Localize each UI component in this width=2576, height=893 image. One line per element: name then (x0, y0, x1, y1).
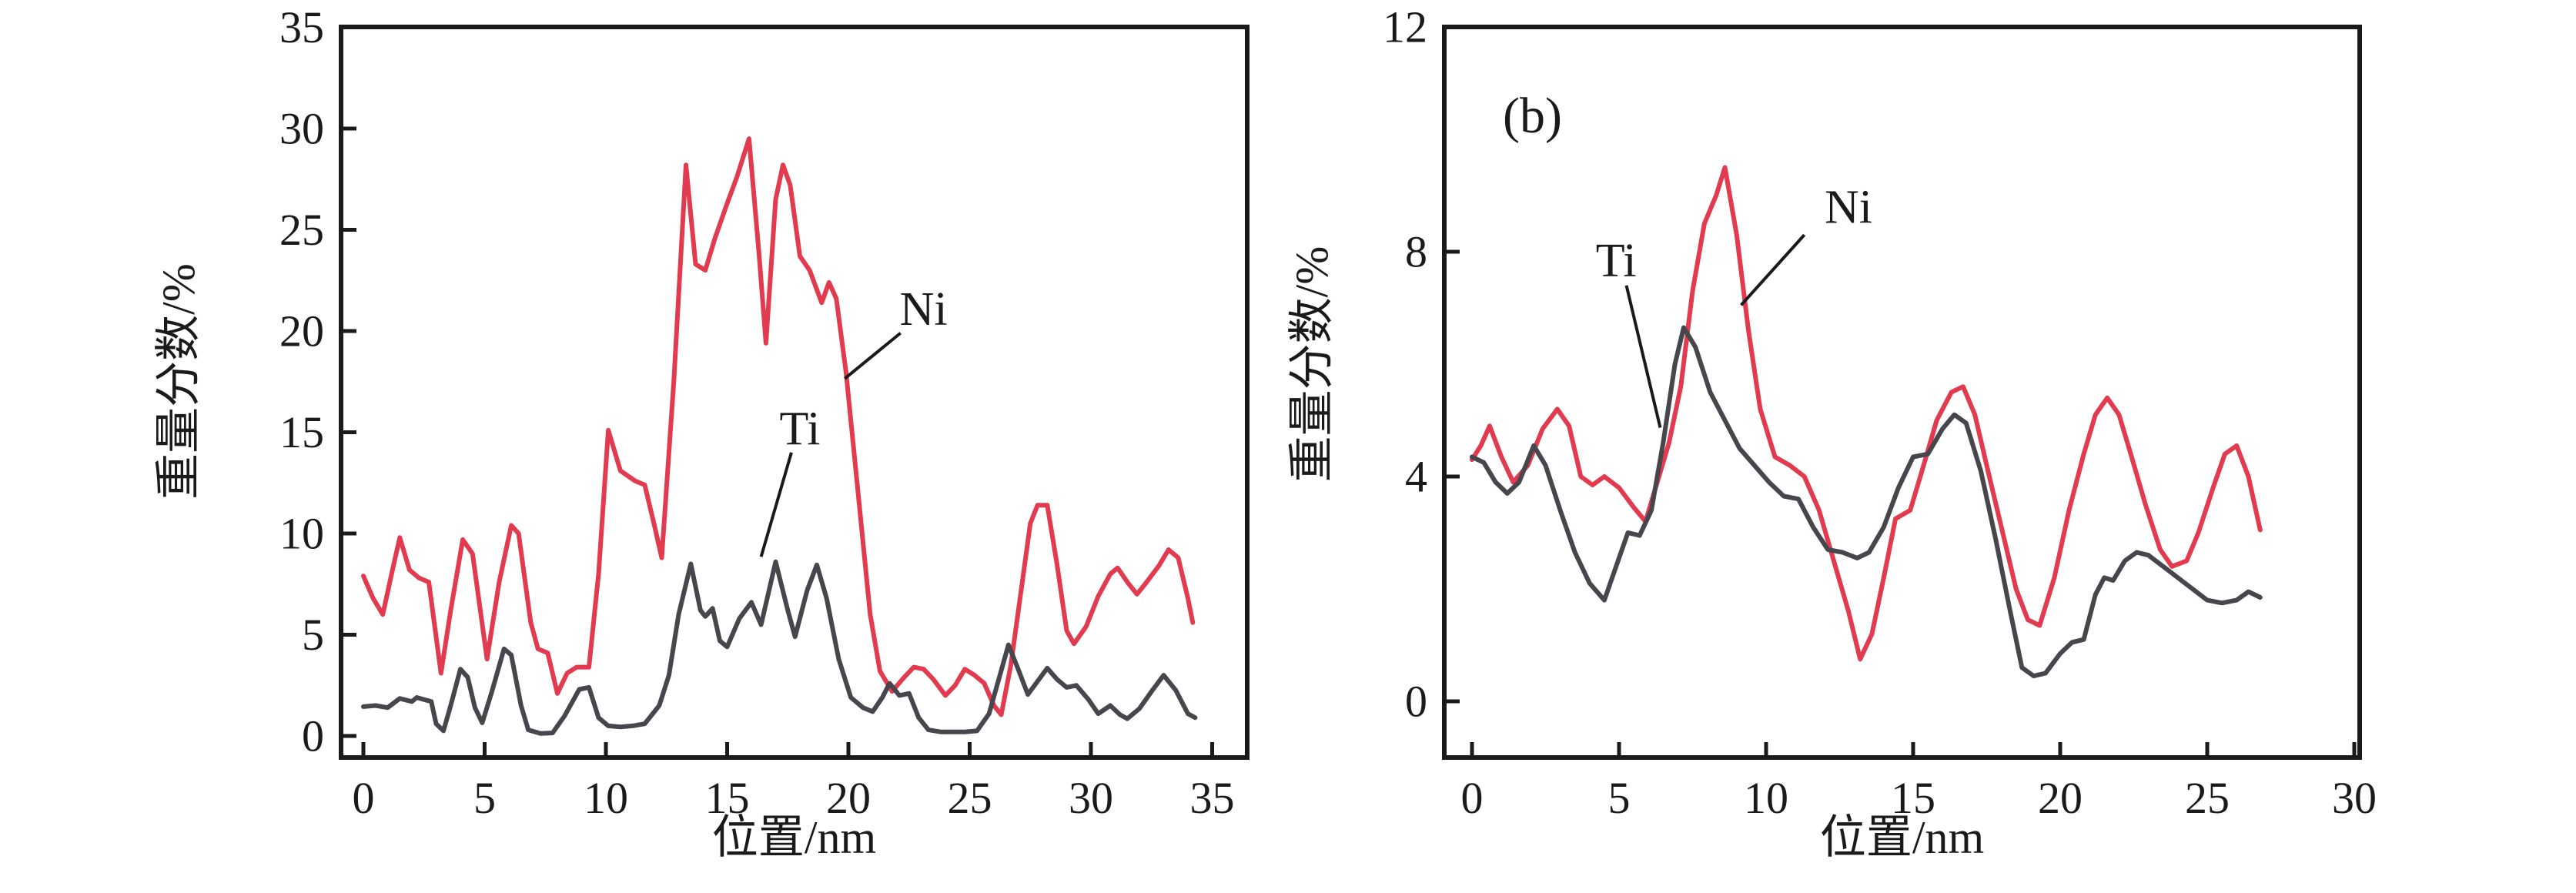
x-tick-label: 10 (584, 773, 628, 823)
annotation-label-ni: Ni (1825, 182, 1872, 234)
y-tick-label: 0 (302, 711, 324, 761)
annotation-label-ni: Ni (900, 283, 948, 336)
x-tick-label: 30 (1069, 773, 1113, 823)
chart-a: 0 5 10 15 20 25 30 35 0 5 10 15 20 25 30 35 位置/nm 重量分数/% N… (153, 2, 1250, 863)
x-axis-title: 位置/nm (1820, 812, 1984, 863)
x-tick-label: 25 (2185, 773, 2230, 823)
annotation-leader-line-ti (1624, 285, 1662, 428)
y-tick-label: 5 (302, 610, 324, 660)
x-tick-label: 30 (2332, 773, 2377, 823)
annotation-leader-line-ti (759, 452, 793, 557)
y-tick-label: 15 (279, 407, 324, 457)
annotation-leader-line-ni (1740, 233, 1806, 306)
y-tick-label: 25 (279, 205, 324, 255)
x-tick-label: 15 (705, 773, 750, 823)
panel-label: (b) (1503, 88, 1562, 144)
y-tick-label: 20 (279, 306, 324, 356)
plot-frame (339, 25, 1250, 760)
series-line-ni (1470, 165, 2263, 662)
x-tick-label: 35 (1190, 773, 1235, 823)
x-tick-label: 20 (2038, 773, 2083, 823)
x-tick-label: 10 (1744, 773, 1788, 823)
y-tick-label: 0 (1405, 677, 1427, 727)
x-axis-title: 位置/nm (712, 812, 876, 863)
y-tick-label: 35 (279, 2, 324, 52)
x-tick-label: 20 (826, 773, 871, 823)
y-tick-label: 12 (1383, 2, 1427, 52)
x-tick-label: 5 (473, 773, 496, 823)
series-line-ni (361, 136, 1196, 717)
series-line-ti (1470, 325, 2263, 679)
x-tick-label: 15 (1891, 773, 1935, 823)
x-tick-label: 0 (353, 773, 375, 823)
y-tick-label: 8 (1405, 227, 1427, 277)
plot-frame (1442, 25, 2362, 760)
y-axis-title: 重量分数/% (153, 263, 204, 500)
y-tick-label: 10 (279, 509, 324, 559)
y-tick-label: 4 (1405, 452, 1427, 502)
annotation-label-ti: Ti (780, 403, 821, 455)
x-tick-label: 5 (1608, 773, 1631, 823)
annotation-label-ti: Ti (1596, 235, 1637, 287)
annotation-leader-line-ni (844, 332, 902, 380)
series-line-ti (361, 559, 1198, 736)
chart-b: 0 4 8 12 0 5 10 15 20 25 30 位置/nm 重量分数/% (b) Ni Ti (1286, 2, 2377, 863)
y-tick-label: 30 (279, 104, 324, 154)
y-axis-title: 重量分数/% (1286, 246, 1337, 483)
x-tick-label: 25 (948, 773, 992, 823)
x-tick-label: 0 (1461, 773, 1484, 823)
